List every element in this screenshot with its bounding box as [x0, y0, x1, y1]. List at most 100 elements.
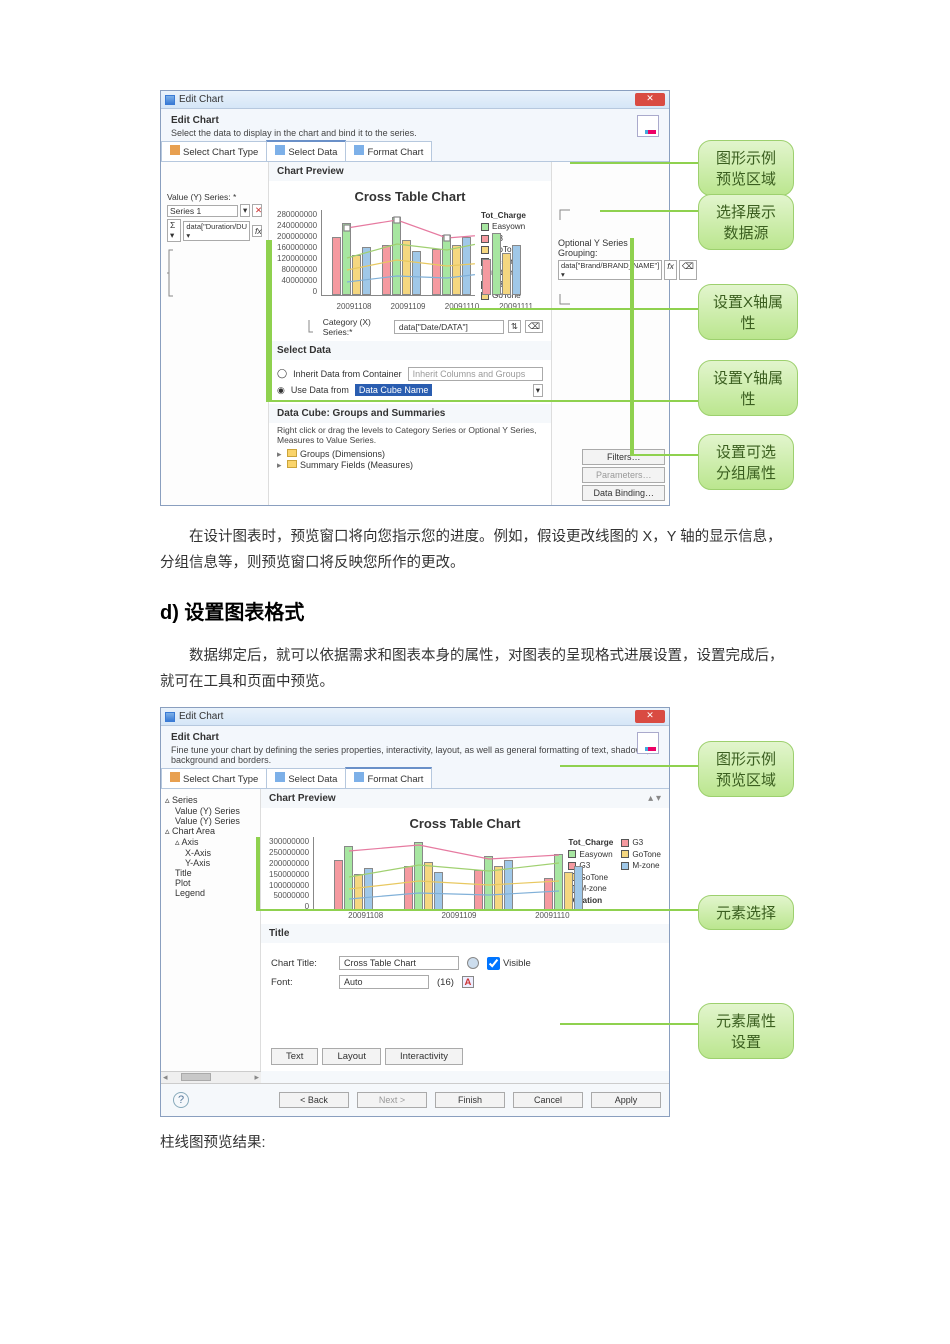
chart-title-input[interactable]: Cross Table Chart: [339, 956, 459, 970]
tree-axis[interactable]: ▵ Axis: [165, 837, 256, 848]
x-axis-ticks: 2009110820091109 2009111020091111: [327, 302, 543, 311]
tree-scrollbar[interactable]: ◂▸: [161, 1071, 261, 1083]
dialog-titlebar: Edit Chart ✕: [161, 91, 669, 109]
filters-button[interactable]: Filters…: [582, 449, 665, 465]
series-select[interactable]: Series 1: [167, 205, 238, 217]
x-axis-ticks-2: 200911082009110920091110: [319, 911, 599, 920]
chart-title-label: Chart Title:: [271, 958, 331, 969]
tab-select-chart-type[interactable]: Select Chart Type: [161, 768, 267, 788]
cube-tree: Groups (Dimensions) Summary Fields (Meas…: [269, 447, 551, 477]
tree-plot[interactable]: Plot: [165, 878, 256, 888]
screenshot-1-wrapper: Edit Chart ✕ Edit Chart Select the data …: [160, 90, 790, 506]
tab-select-data[interactable]: Select Data: [266, 768, 346, 788]
tree-value-y-1[interactable]: Value (Y) Series: [165, 806, 256, 816]
sigma-field[interactable]: data["Duration/DU ▾: [183, 221, 250, 241]
subtab-interactivity[interactable]: Interactivity: [385, 1048, 463, 1065]
grouping-label: Optional Y Series Grouping:: [558, 238, 663, 258]
clear-icon[interactable]: ⌫: [525, 320, 543, 333]
fx-icon[interactable]: fx: [252, 225, 262, 237]
y-series-config: Value (Y) Series: * Series 1 ▾ ✕ Σ ▾ dat…: [161, 162, 269, 505]
callout-yaxis: 设置Y轴属 性: [698, 360, 798, 416]
chart-icon: [165, 95, 175, 105]
bracket-icon: [307, 320, 319, 334]
right-buttons: Filters… Parameters… Data Binding…: [582, 449, 665, 501]
tab-format-chart[interactable]: Format Chart: [345, 767, 432, 788]
y-config-bracket-icon: [167, 248, 267, 308]
back-button[interactable]: < Back: [279, 1092, 349, 1108]
tree-series[interactable]: ▵ Series: [165, 795, 256, 806]
inherit-data-radio[interactable]: ◯Inherit Data from Container Inherit Col…: [277, 367, 543, 381]
select-data-header: Select Data: [269, 341, 551, 360]
tree-value-y-2[interactable]: Value (Y) Series: [165, 816, 256, 826]
close-icon[interactable]: ✕: [635, 710, 665, 723]
y-axis-ticks-2: 300000000250000000 200000000150000000 10…: [269, 837, 309, 911]
subtab-layout[interactable]: Layout: [322, 1048, 381, 1065]
header-desc: Fine tune your chart by defining the ser…: [171, 745, 659, 765]
dialog-titlebar: Edit Chart ✕: [161, 708, 669, 726]
close-icon[interactable]: ✕: [635, 93, 665, 106]
font-picker-icon[interactable]: A: [462, 976, 474, 988]
bottom-bracket-icon: [558, 294, 572, 308]
tree-yaxis[interactable]: Y-Axis: [165, 858, 256, 868]
chart-plot-area: [321, 210, 475, 296]
dialog-title: Edit Chart: [179, 94, 223, 105]
subheading-d: d) 设置图表格式: [160, 596, 790, 625]
visible-checkbox[interactable]: Visible: [487, 957, 531, 970]
next-button: Next >: [357, 1092, 427, 1108]
data-cube-name-field[interactable]: Data Cube Name: [355, 384, 433, 396]
data-cube-header: Data Cube: Groups and Summaries: [269, 404, 551, 423]
sigma-select[interactable]: Σ ▾: [167, 219, 181, 242]
font-size-label: (16): [437, 977, 454, 988]
title-panel: Chart Title: Cross Table Chart Visible F…: [261, 943, 669, 1042]
series-down-icon[interactable]: ▾: [240, 204, 250, 217]
preview-collapse-icon[interactable]: ▴ ▾: [648, 793, 661, 804]
apply-button[interactable]: Apply: [591, 1092, 661, 1108]
header-desc: Select the data to display in the chart …: [171, 128, 659, 138]
callout-element-props: 元素属性 设置: [698, 1003, 794, 1059]
y-series-label: Value (Y) Series: *: [167, 192, 262, 202]
edit-chart-dialog-2: Edit Chart ✕ Edit Chart Fine tune your c…: [160, 707, 670, 1117]
tree-xaxis[interactable]: X-Axis: [165, 848, 256, 858]
tree-summary[interactable]: Summary Fields (Measures): [277, 460, 543, 471]
tab-select-chart-type[interactable]: Select Chart Type: [161, 141, 267, 161]
dialog-tabs: Select Chart Type Select Data Format Cha…: [161, 140, 669, 162]
subtab-text[interactable]: Text: [271, 1048, 318, 1065]
dialog-footer: ? < Back Next > Finish Cancel Apply: [161, 1083, 669, 1116]
tree-chart-area[interactable]: ▵ Chart Area: [165, 826, 256, 837]
help-icon[interactable]: ?: [173, 1092, 189, 1108]
grouping-fx-icon[interactable]: fx: [664, 260, 677, 280]
screenshot-2-wrapper: Edit Chart ✕ Edit Chart Fine tune your c…: [160, 707, 790, 1117]
callout-group: 设置可选 分组属性: [698, 434, 794, 490]
main-column: Chart Preview Cross Table Chart 28000000…: [269, 162, 551, 505]
dialog-title: Edit Chart: [179, 711, 223, 722]
series-delete-icon[interactable]: ✕: [252, 204, 262, 217]
tree-groups[interactable]: Groups (Dimensions): [277, 449, 543, 460]
font-input[interactable]: Auto: [339, 975, 429, 989]
grouping-clear-icon[interactable]: ⌫: [679, 260, 697, 280]
x-field-input[interactable]: data["Date/DATA"]: [394, 320, 504, 334]
paragraph-1: 在设计图表时，预览窗口将向您指示您的进度。例如，假设更改线图的 X，Y 轴的显示…: [160, 524, 790, 576]
tree-title[interactable]: Title: [165, 868, 256, 878]
use-data-dropdown-icon[interactable]: ▾: [533, 384, 543, 397]
tab-select-data[interactable]: Select Data: [266, 140, 346, 161]
data-binding-button[interactable]: Data Binding…: [582, 485, 665, 501]
top-bracket-icon: [558, 208, 572, 222]
callout-datasource: 选择展示 数据源: [698, 194, 794, 250]
font-label: Font:: [271, 977, 331, 988]
sort-icon[interactable]: ⇅: [508, 320, 521, 333]
cancel-button[interactable]: Cancel: [513, 1092, 583, 1108]
inherit-field: Inherit Columns and Groups: [408, 367, 543, 381]
chart-preview-2: Cross Table Chart 300000000250000000 200…: [261, 808, 669, 924]
use-data-radio[interactable]: ◉Use Data from Data Cube Name ▾: [277, 384, 543, 397]
callout-xaxis: 设置X轴属 性: [698, 284, 798, 340]
tab-format-chart[interactable]: Format Chart: [345, 141, 432, 161]
header-doc-icon: [637, 732, 659, 754]
title-section-header: Title: [261, 924, 669, 943]
finish-button[interactable]: Finish: [435, 1092, 505, 1108]
format-nav-tree: ▵ Series Value (Y) Series Value (Y) Seri…: [161, 789, 261, 1071]
tree-legend[interactable]: Legend: [165, 888, 256, 898]
grouping-field[interactable]: data["Brand/BRAND_NAME"] ▾: [558, 260, 662, 280]
chart-title: Cross Table Chart: [277, 189, 543, 204]
chart-preview: Cross Table Chart 280000000240000000 200…: [269, 181, 551, 341]
globe-icon[interactable]: [467, 957, 479, 969]
